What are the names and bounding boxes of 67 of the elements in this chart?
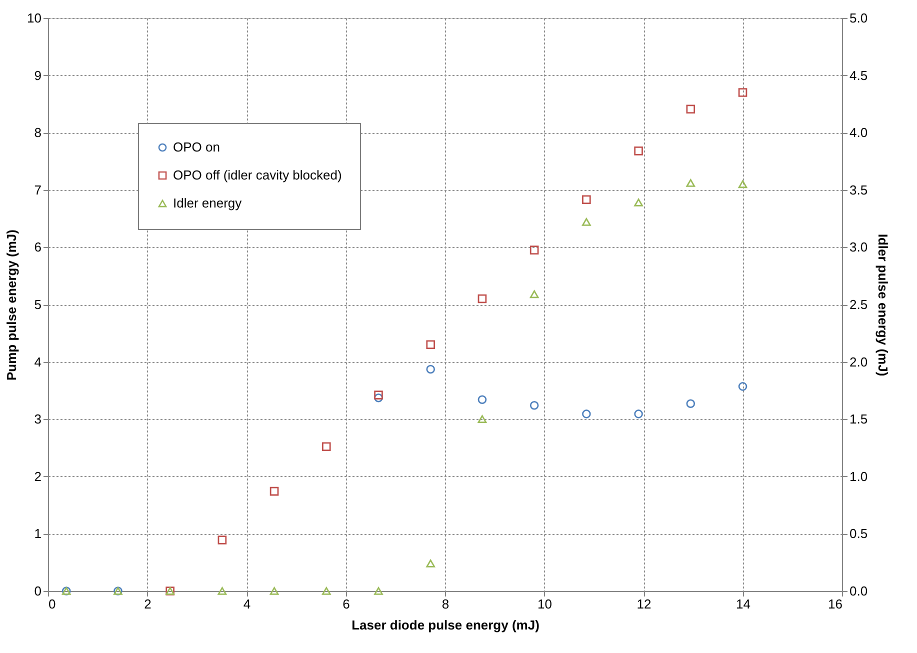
y2-tick-label: 3.0 bbox=[850, 240, 868, 255]
x-tick-label: 4 bbox=[243, 596, 251, 612]
point bbox=[426, 560, 436, 568]
point bbox=[322, 442, 331, 452]
y2-tick-label: 3.5 bbox=[850, 182, 868, 198]
x-tick-label: 16 bbox=[828, 596, 842, 612]
x-axis-title: Laser diode pulse energy (mJ) bbox=[352, 618, 540, 632]
y-tick-label: 9 bbox=[34, 68, 42, 83]
y-tick-label: 7 bbox=[34, 182, 42, 198]
y-tick-label: 2 bbox=[34, 468, 42, 484]
y2-tick-label: 4.5 bbox=[850, 68, 868, 83]
point bbox=[738, 88, 748, 97]
point bbox=[218, 536, 227, 544]
point bbox=[270, 587, 279, 595]
y-tick-label: 4 bbox=[34, 354, 42, 370]
point bbox=[218, 587, 227, 595]
x-tick-label: 6 bbox=[342, 596, 350, 612]
x-tick-label: 14 bbox=[736, 596, 750, 612]
point bbox=[426, 364, 436, 374]
point bbox=[738, 382, 748, 391]
point bbox=[374, 394, 383, 402]
y2-tick-label: 5.0 bbox=[850, 10, 868, 26]
point bbox=[686, 179, 696, 187]
y2-axis-title: Idler pulse energy (mJ) bbox=[876, 234, 891, 376]
point bbox=[686, 104, 696, 114]
y-tick-label: 6 bbox=[34, 240, 42, 255]
y-tick-label: 8 bbox=[34, 125, 42, 140]
point bbox=[374, 587, 383, 595]
point bbox=[634, 146, 643, 156]
y2-tick-label: 0.5 bbox=[850, 526, 868, 542]
point bbox=[478, 395, 487, 404]
point bbox=[530, 290, 539, 298]
x-tick-label: 10 bbox=[538, 596, 552, 612]
point bbox=[530, 246, 539, 254]
point bbox=[478, 294, 487, 304]
y-tick-label: 5 bbox=[34, 297, 42, 312]
point bbox=[322, 587, 331, 595]
point bbox=[582, 218, 591, 226]
point bbox=[738, 180, 748, 188]
point bbox=[270, 486, 279, 496]
y-tick-label: 3 bbox=[34, 412, 42, 427]
y2-tick-label: 4.0 bbox=[850, 125, 868, 140]
legend-label: Idler energy bbox=[173, 196, 242, 210]
point bbox=[582, 195, 591, 204]
point bbox=[478, 415, 487, 424]
point bbox=[634, 198, 643, 206]
y-axis-title: Pump pulse energy (mJ) bbox=[4, 230, 20, 380]
point bbox=[374, 390, 383, 400]
legend-label: OPO off (idler cavity blocked) bbox=[173, 168, 342, 182]
x-tick-label: 2 bbox=[144, 596, 152, 612]
y2-tick-label: 2.5 bbox=[850, 297, 868, 312]
y2-tick-label: 2.0 bbox=[850, 354, 868, 370]
point bbox=[582, 410, 591, 418]
x-tick-label: 8 bbox=[442, 596, 450, 612]
y-tick-label: 1 bbox=[34, 526, 42, 542]
x-tick-label: 12 bbox=[636, 596, 652, 612]
point bbox=[426, 340, 436, 350]
point bbox=[686, 399, 696, 408]
legend-label: OPO on bbox=[173, 140, 220, 154]
y2-tick-label: 0.0 bbox=[850, 584, 868, 598]
y2-tick-label: 1.0 bbox=[850, 468, 868, 484]
x-tick-label: 0 bbox=[48, 596, 56, 612]
y-tick-label: 0 bbox=[34, 584, 42, 598]
point bbox=[530, 400, 539, 410]
point bbox=[634, 410, 643, 418]
y2-tick-label: 1.5 bbox=[850, 412, 868, 427]
y-tick-label: 10 bbox=[27, 10, 42, 26]
